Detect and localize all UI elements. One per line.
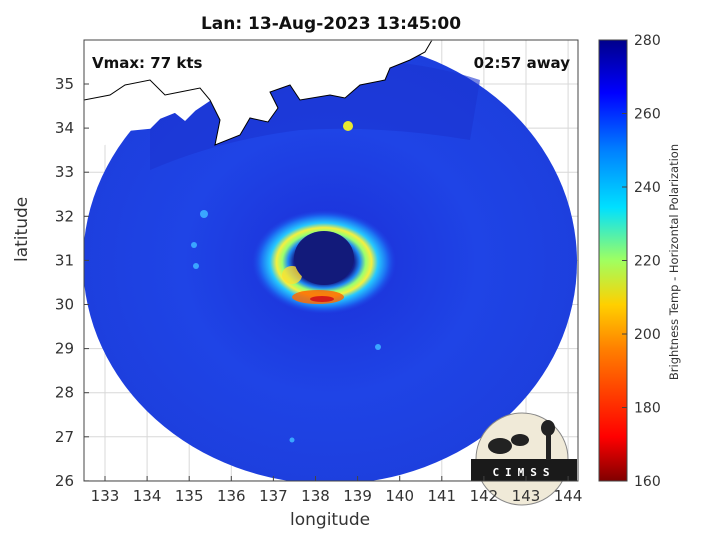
colorbar-tick-label: 260 <box>634 107 661 123</box>
y-tick-label: 29 <box>55 340 74 358</box>
y-tick-label: 32 <box>55 207 74 225</box>
y-tick-label: 34 <box>55 119 74 137</box>
x-tick-label: 136 <box>217 487 246 505</box>
colorbar-tick-label: 180 <box>634 401 661 417</box>
cell-spot <box>191 242 197 248</box>
warm-patch <box>282 266 302 284</box>
cell-spot <box>200 210 208 218</box>
y-tick-label: 30 <box>55 296 74 314</box>
y-axis-label: latitude <box>12 196 32 262</box>
land-mass <box>84 40 432 145</box>
x-tick-label: 140 <box>385 487 414 505</box>
x-tick-label: 133 <box>91 487 120 505</box>
x-tick-label: 137 <box>259 487 288 505</box>
colorbar-tick-label: 220 <box>634 254 661 270</box>
cell-spot <box>193 263 199 269</box>
x-tick-label: 144 <box>554 487 583 505</box>
coastline-outline <box>84 40 433 146</box>
y-tick-label: 31 <box>55 251 74 269</box>
y-tick-label: 35 <box>55 75 74 93</box>
satellite-scene <box>84 40 577 481</box>
colorbar-ticks: 280 260 240 220 200 180 160 <box>622 33 661 490</box>
x-tick-label: 139 <box>343 487 372 505</box>
y-tick-label: 33 <box>55 163 74 181</box>
x-tick-label: 134 <box>133 487 162 505</box>
x-tick-label: 142 <box>470 487 499 505</box>
plot-title: Lan: 13-Aug-2023 13:45:00 <box>200 14 462 34</box>
y-axis-ticks: 35 34 33 32 31 30 29 28 27 26 <box>55 75 89 490</box>
colorbar-tick-label: 240 <box>634 180 661 196</box>
logo-text: CIMSS <box>492 466 555 479</box>
colorbar-label: Brightness Temp - Horizontal Polarizatio… <box>667 144 681 380</box>
hot-core <box>310 296 334 302</box>
x-tick-label: 135 <box>175 487 204 505</box>
vmax-label: Vmax: 77 kts <box>92 54 202 72</box>
cell-spot <box>343 121 353 131</box>
x-axis-label: longitude <box>290 510 371 530</box>
x-axis-ticks: 133 134 135 136 137 138 139 140 141 142 143 144 <box>91 476 583 505</box>
coastline-honshu <box>84 40 433 61</box>
x-tick-label: 143 <box>512 487 541 505</box>
cell-spot <box>375 344 381 350</box>
storm-eye <box>294 231 354 285</box>
colorbar-tick-label: 160 <box>634 474 661 490</box>
colorbar-tick-label: 200 <box>634 327 661 343</box>
y-tick-label: 27 <box>55 428 74 446</box>
x-tick-label: 138 <box>301 487 330 505</box>
time-away-label: 02:57 away <box>474 54 571 72</box>
cell-spot <box>289 437 295 443</box>
y-tick-label: 26 <box>55 472 74 490</box>
cimss-logo: CIMSS <box>471 412 577 506</box>
x-tick-label: 141 <box>427 487 456 505</box>
y-tick-label: 28 <box>55 384 74 402</box>
colorbar-tick-label: 280 <box>634 33 661 49</box>
